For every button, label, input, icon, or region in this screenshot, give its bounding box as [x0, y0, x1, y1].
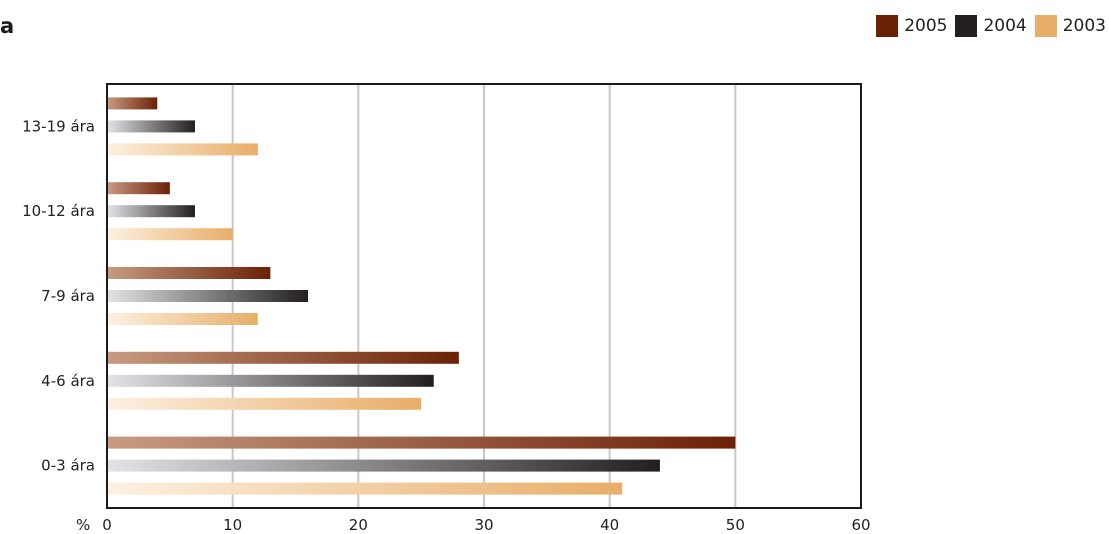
bar: [107, 397, 422, 410]
legend-swatch: [955, 15, 978, 37]
legend-swatch: [876, 15, 899, 37]
x-tick-label: 10: [223, 516, 242, 534]
category-label: 13-19 ára: [22, 117, 95, 135]
bar: [107, 290, 309, 302]
category-label: 4-6 ára: [41, 372, 95, 390]
legend-label: 2005: [904, 16, 948, 36]
x-tick-label: 20: [349, 516, 368, 534]
category-label: 10-12 ára: [22, 202, 95, 220]
legend-label: 2003: [1062, 16, 1106, 36]
chart-title-fragment: a: [0, 14, 15, 38]
x-tick-label: 0: [102, 516, 112, 534]
category-label: 7-9 ára: [41, 287, 95, 305]
bar: [107, 143, 258, 156]
x-axis-label: %: [76, 516, 90, 534]
legend-label: 2004: [983, 16, 1027, 36]
chart-legend: 2005 2004 2003: [876, 15, 1106, 37]
x-tick-label: 50: [726, 516, 745, 534]
bar: [107, 228, 233, 241]
x-tick-label: 60: [851, 516, 870, 534]
bar: [107, 97, 158, 110]
bar: [107, 351, 459, 364]
plot-frame: [106, 83, 862, 509]
bar: [107, 374, 434, 387]
x-tick-label: 40: [600, 516, 619, 534]
category-label: 0-3 ára: [41, 457, 95, 475]
legend-item: 2003: [1034, 15, 1106, 37]
legend-swatch: [1034, 15, 1057, 37]
bar: [107, 436, 736, 449]
bar: [107, 267, 271, 279]
legend-item: 2005: [876, 15, 947, 37]
x-tick-label: 30: [474, 516, 493, 534]
bar: [107, 459, 660, 472]
bar: [107, 205, 195, 218]
bar: [107, 182, 170, 195]
bar: [107, 120, 195, 133]
bar: [107, 482, 623, 495]
legend-item: 2004: [955, 15, 1027, 37]
bar: [107, 313, 258, 325]
